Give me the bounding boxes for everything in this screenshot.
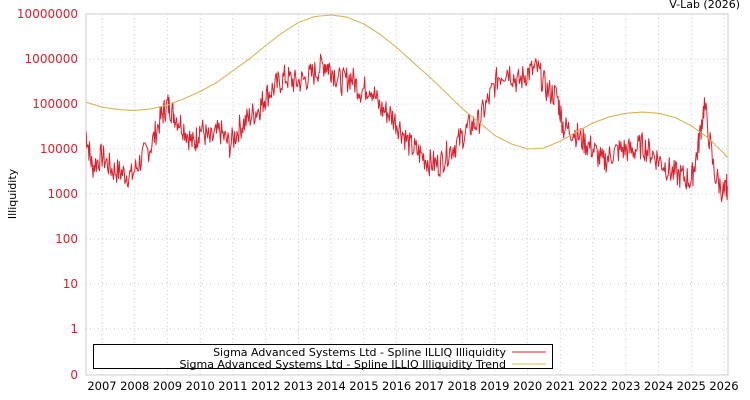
y-tick-label: 10000000 (17, 7, 78, 21)
x-tick-label: 2023 (611, 379, 640, 393)
x-tick-label: 2011 (218, 379, 247, 393)
x-tick-label: 2014 (317, 379, 346, 393)
y-tick-label: 1000000 (25, 52, 78, 66)
x-tick-label: 2020 (513, 379, 542, 393)
x-tick-label: 2007 (87, 379, 116, 393)
x-tick-label: 2025 (677, 379, 706, 393)
y-tick-label: 1000 (47, 187, 78, 201)
illiquidity-line (86, 53, 728, 203)
x-tick-label: 2019 (480, 379, 509, 393)
y-tick-label: 10000 (40, 142, 78, 156)
x-tick-label: 2010 (186, 379, 215, 393)
x-tick-label: 2008 (120, 379, 149, 393)
y-tick-label: 1 (70, 322, 78, 336)
trend-line (86, 14, 728, 158)
x-tick-label: 2026 (709, 379, 738, 393)
x-tick-label: 2012 (251, 379, 280, 393)
x-tick-label: 2013 (284, 379, 313, 393)
legend-label: Sigma Advanced Systems Ltd - Spline ILLI… (213, 346, 506, 359)
x-tick-label: 2015 (349, 379, 378, 393)
x-tick-label: 2009 (153, 379, 182, 393)
x-tick-label: 2021 (546, 379, 575, 393)
plot-area (85, 13, 729, 376)
x-tick-label: 2022 (578, 379, 607, 393)
legend (93, 344, 553, 369)
x-tick-label: 2016 (382, 379, 411, 393)
x-tick-label: 2018 (447, 379, 476, 393)
y-tick-label: 0 (70, 368, 78, 382)
x-tick-label: 2024 (644, 379, 673, 393)
y-tick-label: 100000 (32, 97, 78, 111)
y-tick-label: 10 (63, 277, 78, 291)
chart-credit: V-Lab (2026) (669, 0, 740, 11)
y-tick-label: 100 (55, 232, 78, 246)
legend-label: Sigma Advanced Systems Ltd - Spline ILLI… (179, 358, 506, 371)
y-axis-label: Illiquidity (6, 168, 19, 219)
x-tick-label: 2017 (415, 379, 444, 393)
